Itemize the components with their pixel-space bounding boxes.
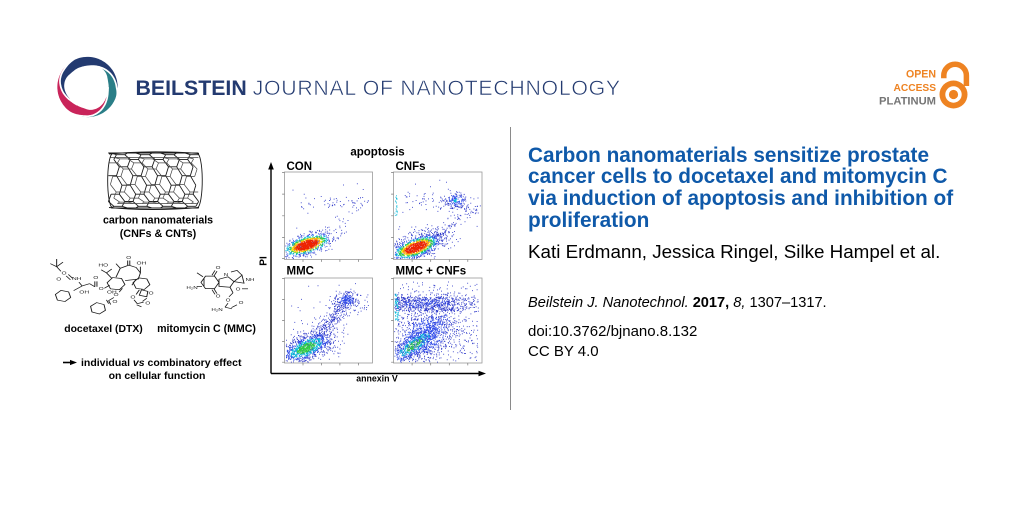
svg-text:annexin V: annexin V: [356, 374, 398, 384]
svg-text:O: O: [148, 291, 154, 296]
svg-text:O: O: [126, 256, 132, 261]
svg-text:docetaxel (DTX): docetaxel (DTX): [64, 324, 143, 335]
svg-text:carbon nanomaterials: carbon nanomaterials: [103, 215, 213, 227]
svg-text:CNFs: CNFs: [396, 161, 426, 173]
svg-text:CON: CON: [287, 161, 313, 173]
svg-text:OH: OH: [79, 290, 89, 295]
svg-text:on cellular function: on cellular function: [109, 370, 206, 382]
svg-text:individual vs combinatory effe: individual vs combinatory effect: [81, 357, 242, 369]
svg-text:apoptosis: apoptosis: [350, 147, 404, 159]
svg-text:mitomycin C (MMC): mitomycin C (MMC): [157, 323, 256, 335]
svg-text:PLATINUM: PLATINUM: [879, 96, 936, 108]
svg-text:NH: NH: [246, 277, 255, 282]
svg-text:O: O: [216, 294, 222, 299]
svg-text:O: O: [130, 295, 136, 300]
svg-text:(CNFs & CNTs): (CNFs & CNTs): [120, 228, 197, 240]
svg-text:H₂N: H₂N: [211, 308, 222, 313]
svg-text:O: O: [113, 293, 119, 298]
svg-text:O: O: [239, 300, 245, 305]
svg-text:NH: NH: [72, 276, 81, 281]
svg-text:HO: HO: [98, 263, 108, 268]
svg-text:MMC: MMC: [287, 266, 314, 278]
svg-text:PI: PI: [259, 256, 270, 266]
svg-text:O: O: [145, 301, 151, 306]
svg-text:OH: OH: [107, 290, 117, 295]
svg-text:OPEN: OPEN: [906, 69, 936, 81]
svg-text:H₂N: H₂N: [186, 285, 197, 290]
svg-text:O: O: [62, 271, 68, 276]
svg-text:ACCESS: ACCESS: [894, 83, 937, 94]
svg-text:O: O: [56, 277, 62, 282]
svg-text:O: O: [99, 286, 105, 291]
svg-text:O: O: [216, 265, 222, 270]
svg-text:OH: OH: [137, 261, 147, 266]
svg-text:MMC + CNFs: MMC + CNFs: [396, 266, 467, 278]
svg-text:O: O: [226, 298, 232, 303]
svg-text:O: O: [236, 287, 242, 292]
svg-text:O: O: [112, 300, 118, 305]
svg-text:O: O: [93, 276, 99, 281]
svg-text:N: N: [224, 272, 228, 277]
